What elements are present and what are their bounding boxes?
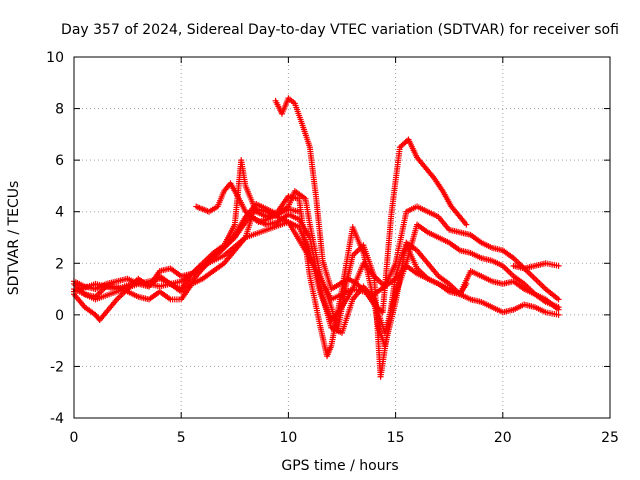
y-tick-label: 6: [55, 153, 64, 169]
series-s4: [71, 203, 562, 324]
data-point: [555, 296, 562, 303]
y-tick-label: -4: [50, 411, 64, 427]
data-point: [555, 262, 562, 269]
data-point: [296, 208, 303, 215]
plot-frame: [73, 56, 611, 419]
x-tick-label: 20: [494, 430, 512, 446]
series-s7: [193, 180, 303, 226]
y-tick-label: 10: [46, 50, 64, 66]
y-tick-label: 8: [55, 102, 64, 118]
series-s6: [272, 95, 470, 316]
x-tick-label: 15: [387, 430, 405, 446]
grid: [74, 57, 610, 418]
series-s1: [71, 157, 470, 360]
series-s5: [71, 219, 562, 313]
data-point: [555, 306, 562, 313]
x-tick-label: 10: [279, 430, 297, 446]
data-points: [71, 95, 562, 380]
x-tick-label: 5: [177, 430, 186, 446]
y-tick-label: -2: [50, 359, 64, 375]
y-tick-label: 4: [55, 205, 64, 221]
y-tick-label: 2: [55, 256, 64, 272]
data-point: [463, 221, 470, 228]
axis-ticks: 0 5 10 15 20 25 -4 -2 0 2 4 6 8 10: [46, 50, 619, 446]
data-point: [555, 311, 562, 318]
x-axis-label: GPS time / hours: [281, 458, 398, 474]
y-tick-label: 0: [55, 308, 64, 324]
chart-title: Day 357 of 2024, Sidereal Day-to-day VTE…: [61, 22, 619, 38]
x-tick-label: 25: [601, 430, 619, 446]
y-axis-label: SDTVAR / TECUs: [6, 181, 22, 296]
x-tick-label: 0: [70, 430, 79, 446]
series-s8: [510, 260, 562, 272]
